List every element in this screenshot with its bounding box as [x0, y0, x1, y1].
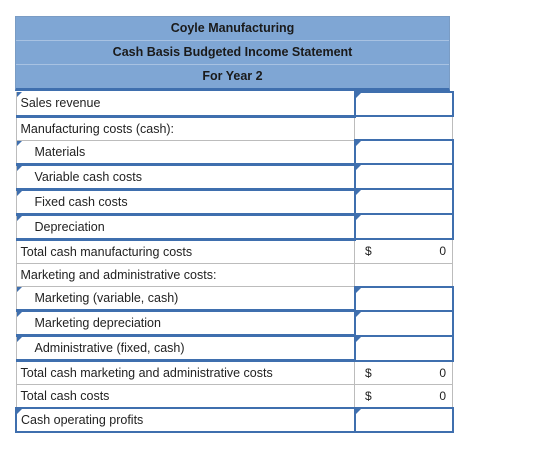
dropdown-flag-icon: [16, 287, 22, 292]
currency-symbol: $: [365, 365, 372, 380]
row-label: Total cash marketing and administrative …: [15, 360, 355, 385]
currency-symbol: $: [365, 244, 372, 258]
amount-cell: [354, 116, 453, 141]
statement-table: Sales revenue Manufacturing costs (cash):…: [15, 91, 454, 433]
dropdown-flag-icon: [16, 165, 22, 171]
dropdown-flag-icon: [17, 409, 22, 414]
row-label-text: Manufacturing costs (cash):: [20, 121, 175, 136]
company-name: Coyle Manufacturing: [170, 21, 295, 35]
amount-input[interactable]: [353, 309, 454, 337]
input-flag-icon: [355, 190, 361, 195]
input-flag-icon: [355, 215, 361, 220]
table-row: Manufacturing costs (cash):: [15, 116, 453, 141]
table-row: Total cash manufacturing costs $0: [15, 239, 453, 264]
row-label-text: Sales revenue: [20, 96, 101, 111]
row-label: Total cash costs: [15, 384, 355, 409]
row-label-text: Variable cash costs: [34, 169, 142, 184]
input-flag-icon: [355, 287, 361, 293]
dropdown-flag-icon: [16, 312, 22, 317]
statement-period: For Year 2: [16, 64, 449, 88]
table-row: Marketing depreciation: [15, 309, 454, 337]
row-label-text: Total cash marketing and administrative …: [20, 366, 273, 380]
amount-input[interactable]: [353, 188, 454, 215]
dropdown-flag-icon: [16, 215, 22, 221]
row-label: Cash operating profits: [15, 407, 356, 433]
table-row: Materials: [15, 139, 454, 166]
income-statement: Coyle Manufacturing Cash Basis Budgeted …: [15, 16, 454, 433]
dropdown-flag-icon: [16, 337, 22, 342]
input-flag-icon: [355, 141, 361, 146]
statement-header: Coyle Manufacturing Cash Basis Budgeted …: [15, 16, 450, 91]
amount-cell: [354, 263, 453, 287]
input-flag-icon: [355, 409, 361, 414]
table-row: Cash operating profits: [15, 407, 454, 433]
row-label: Marketing and administrative costs:: [15, 263, 355, 287]
dropdown-flag-icon: [16, 92, 22, 97]
row-label-text: Total cash costs: [20, 389, 110, 403]
row-label: Total cash manufacturing costs: [15, 239, 355, 264]
input-flag-icon: [355, 311, 361, 317]
row-label-text: Marketing depreciation: [34, 316, 161, 330]
row-label: Depreciation: [15, 214, 355, 241]
input-flag-icon: [355, 165, 361, 170]
amount-value: 0: [439, 244, 446, 258]
amount-input[interactable]: [353, 285, 454, 312]
row-label: Marketing (variable, cash): [15, 286, 355, 312]
amount-input[interactable]: [353, 334, 454, 362]
amount-input[interactable]: [353, 213, 454, 240]
amount-cell: $0: [354, 360, 453, 385]
currency-symbol: $: [365, 389, 372, 403]
input-flag-icon: [355, 336, 361, 342]
row-label-text: Depreciation: [34, 219, 105, 234]
row-label: Manufacturing costs (cash):: [15, 116, 355, 141]
row-label: Sales revenue: [15, 92, 355, 118]
row-label-text: Marketing (variable, cash): [34, 291, 179, 305]
row-label-text: Fixed cash costs: [34, 194, 128, 209]
amount-cell: $0: [354, 384, 453, 409]
row-label-text: Materials: [34, 144, 86, 159]
row-label: Variable cash costs: [15, 164, 355, 191]
row-label-text: Cash operating profits: [21, 413, 144, 427]
row-label-text: Marketing and administrative costs:: [20, 267, 217, 282]
table-row: Marketing (variable, cash): [15, 285, 454, 312]
amount-input[interactable]: [353, 163, 454, 190]
amount-input[interactable]: [353, 407, 454, 433]
table-row: Sales revenue: [15, 91, 454, 118]
amount-input[interactable]: [353, 91, 454, 117]
table-row: Depreciation: [15, 213, 454, 241]
row-label: Materials: [15, 140, 355, 166]
statement-title: Cash Basis Budgeted Income Statement: [16, 40, 449, 64]
table-row: Total cash marketing and administrative …: [15, 360, 453, 385]
amount-value: 0: [439, 365, 446, 380]
table-row: Fixed cash costs: [15, 188, 454, 216]
amount-value: 0: [439, 389, 446, 403]
table-row: Variable cash costs: [15, 163, 454, 191]
amount-cell: $0: [354, 239, 453, 264]
table-row: Administrative (fixed, cash): [15, 334, 454, 362]
dropdown-flag-icon: [16, 140, 22, 146]
row-label: Marketing depreciation: [15, 310, 355, 337]
dropdown-flag-icon: [16, 190, 22, 196]
table-row: Marketing and administrative costs:: [15, 263, 453, 287]
row-label-text: Total cash manufacturing costs: [20, 244, 193, 259]
row-label-text: Administrative (fixed, cash): [34, 341, 185, 355]
row-label: Administrative (fixed, cash): [15, 335, 355, 362]
input-flag-icon: [355, 93, 361, 98]
row-label: Fixed cash costs: [15, 189, 355, 216]
amount-input[interactable]: [353, 139, 454, 165]
table-row: Total cash costs $0: [15, 384, 453, 409]
